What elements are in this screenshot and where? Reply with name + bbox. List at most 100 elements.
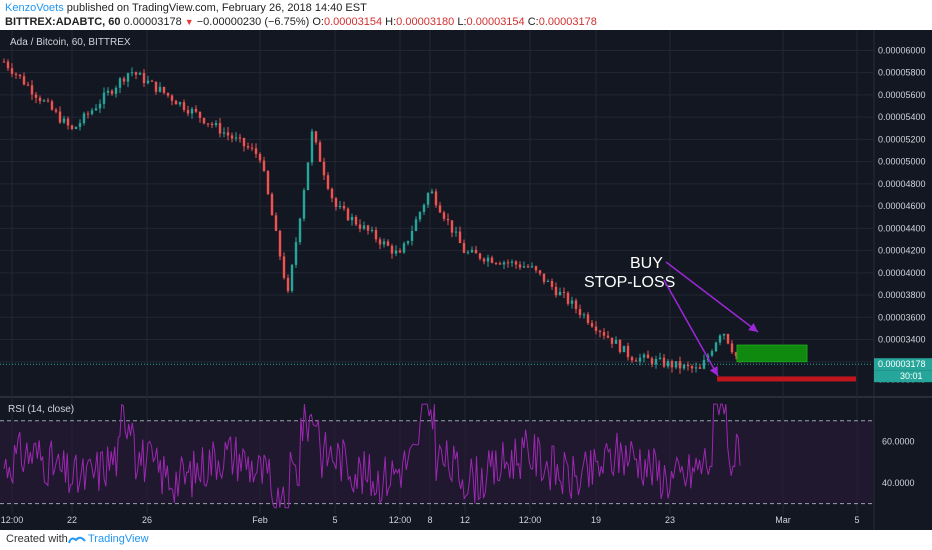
candle-body (250, 147, 254, 149)
candle-body (230, 135, 234, 139)
candle-body (354, 216, 358, 225)
candle-body (334, 198, 338, 207)
close-label: C: (527, 16, 539, 28)
x-tick-label: 22 (67, 515, 77, 525)
candle-body (454, 231, 458, 233)
candle-body (154, 81, 158, 92)
y-tick-label: 0.00004400 (878, 223, 926, 233)
candle-body (422, 204, 426, 213)
y-tick-label: 0.00005000 (878, 157, 926, 167)
candle-body (34, 94, 38, 98)
buy-zone (736, 344, 808, 363)
candle-body (682, 364, 686, 369)
x-tick-label: Feb (252, 515, 268, 525)
candle-body (394, 250, 398, 254)
tradingview-brand[interactable]: TradingView (88, 533, 149, 545)
x-tick-label: 12 (460, 515, 470, 525)
candle-body (406, 240, 410, 244)
candle-body (546, 281, 550, 283)
x-tick-label: 12:00 (389, 515, 412, 525)
open-label: O: (312, 16, 324, 28)
candle-body (114, 87, 118, 94)
candle-body (734, 352, 738, 356)
candle-body (70, 125, 74, 129)
candle-body (574, 300, 578, 310)
candle-body (662, 357, 666, 367)
candle-body (666, 361, 670, 367)
candle-body (570, 300, 574, 304)
countdown-badge (874, 370, 932, 383)
buy-label: BUY (630, 255, 663, 272)
countdown-label: 30:01 (900, 371, 923, 381)
candle-body (630, 357, 634, 361)
stop-loss-arrow (663, 279, 719, 377)
candle-body (438, 205, 442, 213)
x-tick-label: 26 (142, 515, 152, 525)
candle-body (618, 340, 622, 353)
price-change: −0.00000230 (−6.75%) (196, 16, 310, 28)
candle-body (494, 262, 498, 264)
candle-body (602, 332, 606, 336)
candle-body (414, 219, 418, 231)
chart-canvas[interactable]: BUY STOP-LOSS 0.00006000 0.00005800 0.00005… (0, 30, 932, 530)
x-tick-label: 5 (854, 515, 859, 525)
candle-body (582, 314, 586, 316)
price-candles (0, 58, 873, 374)
rsi-tick-label: 40.0000 (882, 478, 915, 488)
candle-body (478, 253, 482, 259)
candle-body (126, 73, 130, 82)
x-tick-label: 5 (332, 515, 337, 525)
candle-body (258, 153, 262, 161)
candle-body (470, 249, 474, 253)
tradingview-logo-icon (68, 536, 86, 544)
candle-body (42, 100, 46, 102)
candle-body (378, 239, 382, 245)
candle-body (78, 123, 82, 127)
candle-body (710, 351, 714, 356)
candle-body (510, 261, 514, 263)
candle-body (370, 229, 374, 231)
candle-body (210, 123, 214, 126)
candle-body (86, 113, 90, 115)
candle-body (634, 360, 638, 362)
y-tick-label: 0.00003800 (878, 290, 926, 300)
candle-body (238, 137, 242, 139)
candle-body (174, 100, 178, 105)
candle-body (622, 345, 626, 353)
candle-body (262, 160, 266, 172)
candle-body (526, 266, 530, 268)
candle-body (410, 230, 414, 241)
rsi-pane (0, 403, 873, 509)
candle-body (350, 216, 354, 221)
candle-body (182, 102, 186, 110)
candle-body (270, 194, 274, 216)
candle-body (158, 86, 162, 92)
candle-body (54, 109, 58, 112)
x-tick-label: 12:00 (1, 515, 24, 525)
candle-body (374, 229, 378, 240)
candle-body (298, 218, 302, 243)
symbol-label: BITTREX:ADABTC, 60 (5, 16, 121, 28)
candle-body (254, 148, 258, 154)
candle-body (626, 345, 630, 358)
candle-body (134, 72, 138, 75)
candle-body (702, 360, 706, 369)
candle-body (638, 357, 642, 362)
ohlc-line: BITTREX:ADABTC, 60 0.00003178 ▼ −0.00000… (5, 16, 597, 28)
candle-body (346, 208, 350, 221)
y-tick-label: 0.00005400 (878, 112, 926, 122)
candle-body (202, 117, 206, 124)
y-tick-label: 0.00005200 (878, 134, 926, 144)
candle-body (606, 335, 610, 338)
candle-body (326, 175, 330, 189)
candle-body (74, 126, 78, 129)
author-link[interactable]: KenzoVoets (5, 2, 64, 14)
candle-body (38, 97, 42, 102)
candle-body (598, 330, 602, 333)
candle-body (190, 108, 194, 114)
candle-body (402, 243, 406, 253)
candle-body (694, 367, 698, 369)
candle-body (338, 206, 342, 208)
candle-body (110, 90, 114, 94)
chart-panel[interactable]: BUY STOP-LOSS 0.00006000 0.00005800 0.00005… (0, 30, 932, 530)
